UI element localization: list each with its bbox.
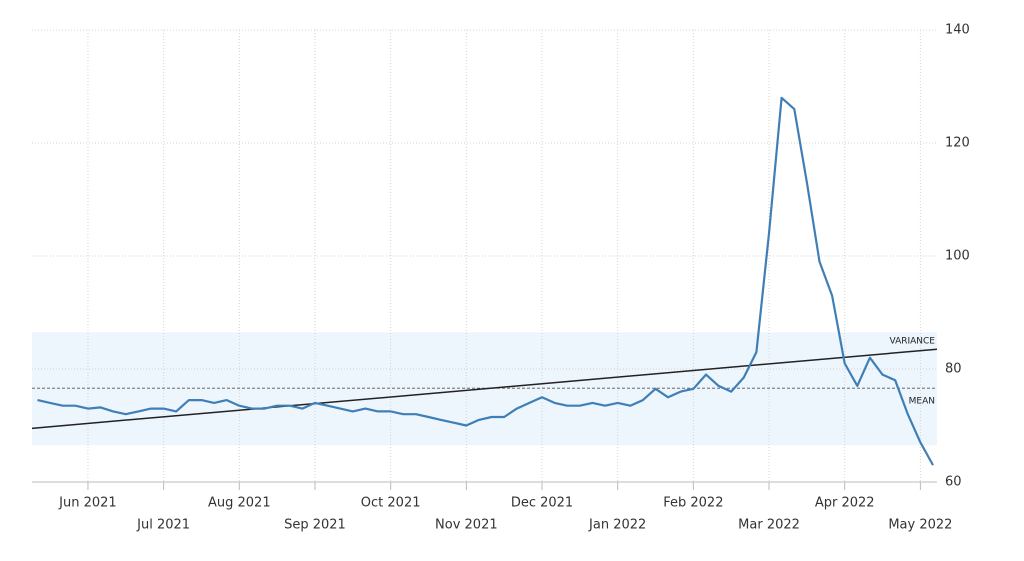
x-tick-label: Feb 2022 — [663, 496, 723, 511]
y-tick-label: 80 — [945, 362, 962, 377]
x-tick-label: Oct 2021 — [361, 496, 421, 511]
x-tick-label: Aug 2021 — [208, 496, 271, 511]
trend-line — [31, 348, 938, 430]
y-tick-label: 60 — [945, 475, 962, 490]
x-tick-label: Sep 2021 — [284, 518, 346, 533]
y-tick-label: 140 — [945, 23, 970, 38]
x-tick-label: May 2022 — [888, 518, 952, 533]
x-tick-label: Jan 2022 — [588, 518, 646, 533]
x-tick-label: Jun 2021 — [58, 496, 117, 511]
x-tick-label: Dec 2021 — [511, 496, 573, 511]
y-tick-label: 100 — [945, 249, 970, 264]
x-tick-label: Nov 2021 — [435, 518, 498, 533]
variance-label: VARIANCE — [889, 337, 935, 347]
mean-label: MEAN — [909, 397, 935, 407]
y-tick-label: 120 — [945, 136, 970, 151]
data-line — [37, 96, 934, 466]
x-tick-label: Apr 2022 — [815, 496, 875, 511]
x-tick-label: Mar 2022 — [738, 518, 800, 533]
x-tick-label: Jul 2021 — [136, 518, 190, 533]
